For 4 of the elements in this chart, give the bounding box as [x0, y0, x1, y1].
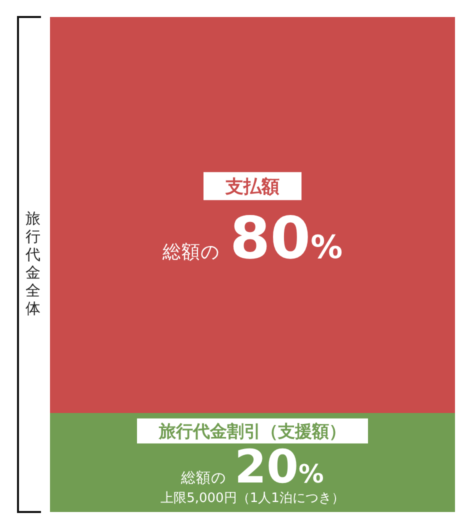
annotation: 上限5,000円（1人1泊につき） [160, 491, 344, 506]
y-axis-title: 旅行代金全体 [24, 209, 40, 318]
series-label: 支払額 [224, 176, 280, 198]
series-label: 旅行代金割引（支援額） [158, 422, 346, 442]
